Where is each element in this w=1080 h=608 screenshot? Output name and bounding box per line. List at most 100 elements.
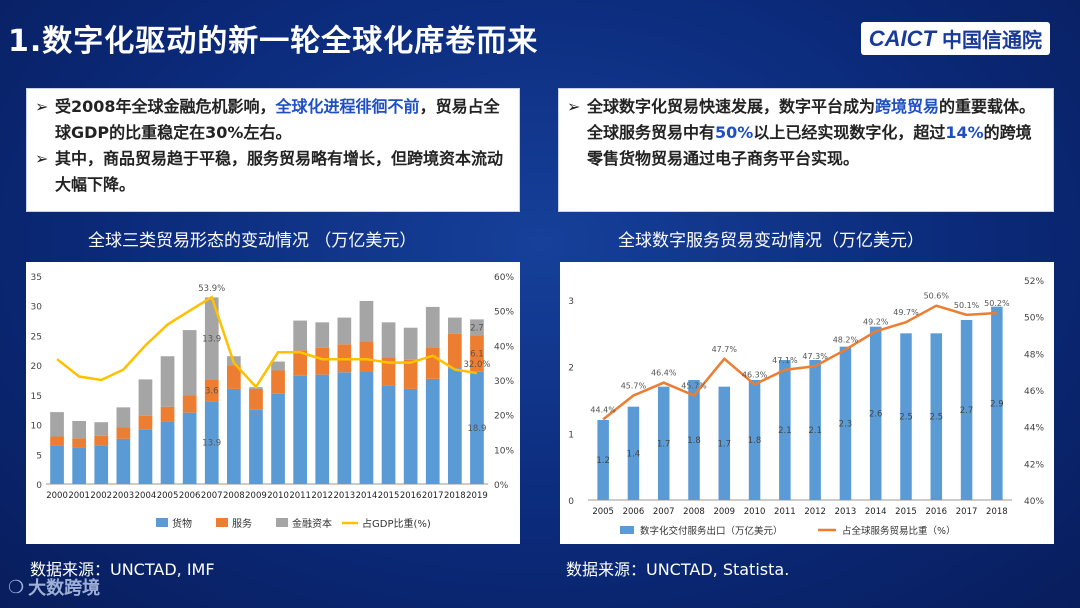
bar-digital-export bbox=[809, 360, 821, 500]
x-tick-label: 2011 bbox=[774, 507, 796, 517]
bar-label: 2.5 bbox=[899, 413, 913, 423]
bar-金融资本 bbox=[425, 306, 440, 348]
bar-金融资本 bbox=[138, 379, 153, 416]
bar-服务 bbox=[425, 347, 440, 379]
x-tick-label: 2007 bbox=[201, 491, 223, 501]
watermark-icon: ❍ bbox=[8, 576, 25, 598]
x-tick-label: 2016 bbox=[925, 507, 947, 517]
bar-label: 2.3 bbox=[839, 419, 853, 429]
bar-digital-export bbox=[748, 380, 761, 500]
y2-tick-label: 50% bbox=[494, 308, 514, 318]
left-text-box: ➢ 受2008年全球金融危机影响，全球化进程徘徊不前，贸易占全球GDP的比重稳定在… bbox=[26, 88, 520, 212]
bar-金融资本 bbox=[447, 317, 462, 334]
page-title: 1.数字化驱动的新一轮全球化席卷而来 bbox=[8, 24, 539, 59]
line-label: 50.2% bbox=[984, 299, 1010, 308]
line-label: 50.1% bbox=[954, 301, 980, 310]
bar-服务 bbox=[293, 350, 308, 376]
x-tick-label: 2004 bbox=[135, 491, 157, 501]
line-label: 47.1% bbox=[772, 356, 798, 365]
y2-tick-label: 10% bbox=[494, 446, 514, 456]
bar-货物 bbox=[470, 371, 484, 484]
x-tick-label: 2014 bbox=[356, 491, 378, 501]
bar-金融资本 bbox=[204, 297, 219, 380]
bar-服务 bbox=[182, 395, 197, 413]
line-label: 48.2% bbox=[833, 336, 859, 345]
caict-logo: CAICT 中国信通院 bbox=[860, 22, 1050, 55]
bar-货物 bbox=[271, 393, 285, 484]
y-tick-label: 2 bbox=[568, 364, 574, 374]
bar-金融资本 bbox=[182, 330, 197, 396]
bar-金融资本 bbox=[381, 322, 396, 358]
bar-货物 bbox=[116, 438, 131, 484]
bar-服务 bbox=[116, 427, 131, 439]
data-label: 3.6 bbox=[205, 387, 219, 397]
bar-digital-export bbox=[597, 420, 609, 500]
logo-en: CAICT bbox=[868, 25, 936, 51]
y2-tick-label: 44% bbox=[1024, 424, 1044, 434]
x-tick-label: 2005 bbox=[592, 507, 614, 517]
bar-digital-export bbox=[900, 333, 912, 500]
left-bullet-1: ➢ 受2008年全球金融危机影响，全球化进程徘徊不前，贸易占全球GDP的比重稳定在… bbox=[35, 94, 509, 146]
x-tick-label: 2008 bbox=[223, 491, 245, 501]
bar-金融资本 bbox=[94, 422, 109, 436]
x-tick-label: 2008 bbox=[683, 507, 705, 517]
bar-label: 2.7 bbox=[960, 406, 974, 416]
x-tick-label: 2018 bbox=[444, 491, 466, 501]
bar-label: 2.5 bbox=[930, 413, 944, 423]
x-tick-label: 2016 bbox=[400, 491, 422, 501]
bar-digital-export bbox=[657, 386, 670, 500]
bar-digital-export bbox=[930, 333, 943, 500]
y2-tick-label: 30% bbox=[494, 377, 514, 387]
line-label: 46.4% bbox=[651, 369, 677, 378]
bar-金融资本 bbox=[271, 361, 285, 371]
bar-digital-export bbox=[869, 326, 882, 500]
left-bullet-2: ➢ 其中，商品贸易趋于平稳，服务贸易略有增长，但跨境资本流动大幅下降。 bbox=[35, 146, 509, 198]
bar-服务 bbox=[315, 347, 330, 375]
x-tick-label: 2000 bbox=[46, 491, 68, 501]
y-tick-label: 1 bbox=[568, 430, 574, 440]
bar-label: 2.1 bbox=[808, 426, 822, 436]
x-tick-label: 2002 bbox=[90, 491, 112, 501]
bar-货物 bbox=[50, 445, 64, 484]
legend-label: 占GDP比重(%) bbox=[362, 517, 431, 530]
line-label: 47.7% bbox=[712, 345, 738, 354]
x-tick-label: 2019 bbox=[466, 491, 488, 501]
bar-服务 bbox=[470, 335, 484, 372]
data-label: 6.1 bbox=[470, 350, 484, 360]
y2-tick-label: 42% bbox=[1024, 460, 1044, 470]
bar-货物 bbox=[337, 372, 352, 484]
bar-digital-export bbox=[960, 320, 973, 500]
x-tick-label: 2013 bbox=[835, 507, 857, 517]
bar-服务 bbox=[359, 341, 374, 372]
bar-货物 bbox=[359, 371, 374, 484]
bar-金融资本 bbox=[470, 319, 484, 336]
right-text-box: ➢ 全球数字化贸易快速发展，数字平台成为跨境贸易的重要载体。全球服务贸易中有50%… bbox=[558, 88, 1054, 212]
bar-货物 bbox=[403, 388, 418, 484]
bar-货物 bbox=[94, 445, 109, 484]
x-tick-label: 2012 bbox=[804, 507, 826, 517]
x-tick-label: 2007 bbox=[653, 507, 675, 517]
legend-swatch bbox=[620, 526, 634, 534]
bar-label: 1.7 bbox=[718, 439, 732, 449]
legend-swatch bbox=[156, 518, 168, 527]
bar-服务 bbox=[447, 333, 462, 369]
bar-服务 bbox=[94, 435, 109, 446]
bar-货物 bbox=[204, 401, 219, 484]
line-label: 49.2% bbox=[863, 317, 889, 326]
arrow-icon: ➢ bbox=[567, 97, 581, 116]
bar-label: 1.4 bbox=[627, 449, 641, 459]
legend-swatch bbox=[276, 518, 288, 527]
bar-货物 bbox=[425, 378, 440, 484]
y2-tick-label: 50% bbox=[1024, 314, 1044, 324]
arrow-icon: ➢ bbox=[35, 97, 49, 116]
bar-服务 bbox=[72, 438, 87, 448]
x-tick-label: 2009 bbox=[245, 491, 267, 501]
bar-金融资本 bbox=[116, 407, 131, 428]
bar-digital-export bbox=[839, 346, 852, 500]
bar-金融资本 bbox=[50, 412, 64, 437]
bar-服务 bbox=[50, 436, 64, 446]
x-tick-label: 2014 bbox=[865, 507, 887, 517]
line-label: 50.6% bbox=[924, 292, 950, 301]
right-chart-subtitle: 全球数字服务贸易变动情况（万亿美元） bbox=[618, 231, 924, 251]
y-tick-label: 25 bbox=[31, 332, 42, 342]
